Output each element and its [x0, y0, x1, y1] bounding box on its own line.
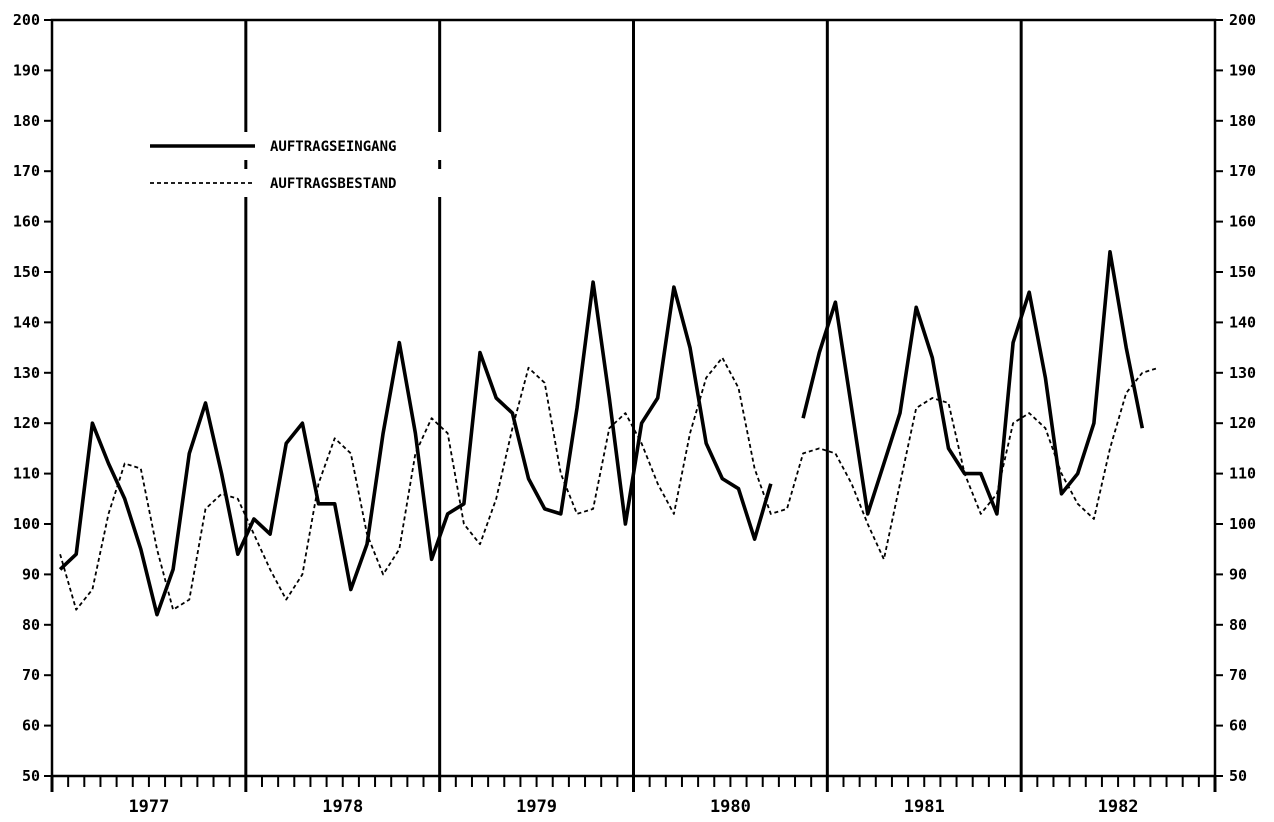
year-label: 1980	[710, 797, 751, 817]
y-tick-label-right: 150	[1229, 263, 1256, 281]
y-tick-label-right: 180	[1229, 112, 1256, 130]
legend-label: AUFTRAGSBESTAND	[270, 176, 396, 192]
y-tick-label-right: 160	[1229, 213, 1256, 231]
year-label: 1978	[322, 797, 363, 817]
x-axis: 1977 1978 1979 1980 1981 1982	[50, 776, 1217, 817]
y-tick-label-right: 50	[1229, 767, 1247, 785]
y-tick-label-right: 110	[1229, 465, 1256, 483]
y-tick-label-right: 140	[1229, 313, 1256, 331]
y-tick-label-left: 200	[13, 11, 40, 29]
year-label: 1981	[904, 797, 945, 817]
y-tick-label-left: 140	[13, 313, 40, 331]
y-tick-label-left: 180	[13, 112, 40, 130]
year-label: 1979	[516, 797, 557, 817]
y-tick-label-left: 110	[13, 465, 40, 483]
legend-label: AUFTRAGSEINGANG	[270, 139, 396, 155]
y-tick-label-right: 120	[1229, 414, 1256, 432]
legend: AUFTRAGSEINGANG AUFTRAGSBESTAND	[140, 132, 465, 197]
auftragseingang-line	[801, 250, 1145, 516]
y-tick-label-left: 120	[13, 414, 40, 432]
y-tick-label-right: 190	[1229, 61, 1256, 79]
y-tick-label-right: 100	[1229, 515, 1256, 533]
y-tick-label-right: 70	[1229, 666, 1247, 684]
y-tick-label-right: 80	[1229, 616, 1247, 634]
y-tick-label-left: 130	[13, 364, 40, 382]
y-tick-label-left: 50	[22, 767, 40, 785]
y-tick-label-left: 100	[13, 515, 40, 533]
y-axes: 50 50 60 60 70 70 80 80 90 90 100 100 110 110 120 120 13…	[13, 11, 1256, 785]
y-tick-label-left: 170	[13, 162, 40, 180]
y-tick-label-right: 200	[1229, 11, 1256, 29]
y-tick-label-left: 190	[13, 61, 40, 79]
y-tick-label-left: 70	[22, 666, 40, 684]
y-tick-label-left: 80	[22, 616, 40, 634]
y-tick-label-left: 90	[22, 565, 40, 583]
year-label: 1977	[128, 797, 169, 817]
y-tick-label-left: 160	[13, 213, 40, 231]
y-tick-label-right: 90	[1229, 565, 1247, 583]
y-tick-label-right: 170	[1229, 162, 1256, 180]
auftragseingang-line	[58, 280, 773, 617]
y-tick-label-left: 60	[22, 717, 40, 735]
series-lines	[58, 250, 1159, 617]
auftragsbestand-line	[59, 356, 1159, 611]
y-tick-label-right: 130	[1229, 364, 1256, 382]
y-tick-label-left: 150	[13, 263, 40, 281]
year-label: 1982	[1098, 797, 1139, 817]
y-tick-label-right: 60	[1229, 717, 1247, 735]
